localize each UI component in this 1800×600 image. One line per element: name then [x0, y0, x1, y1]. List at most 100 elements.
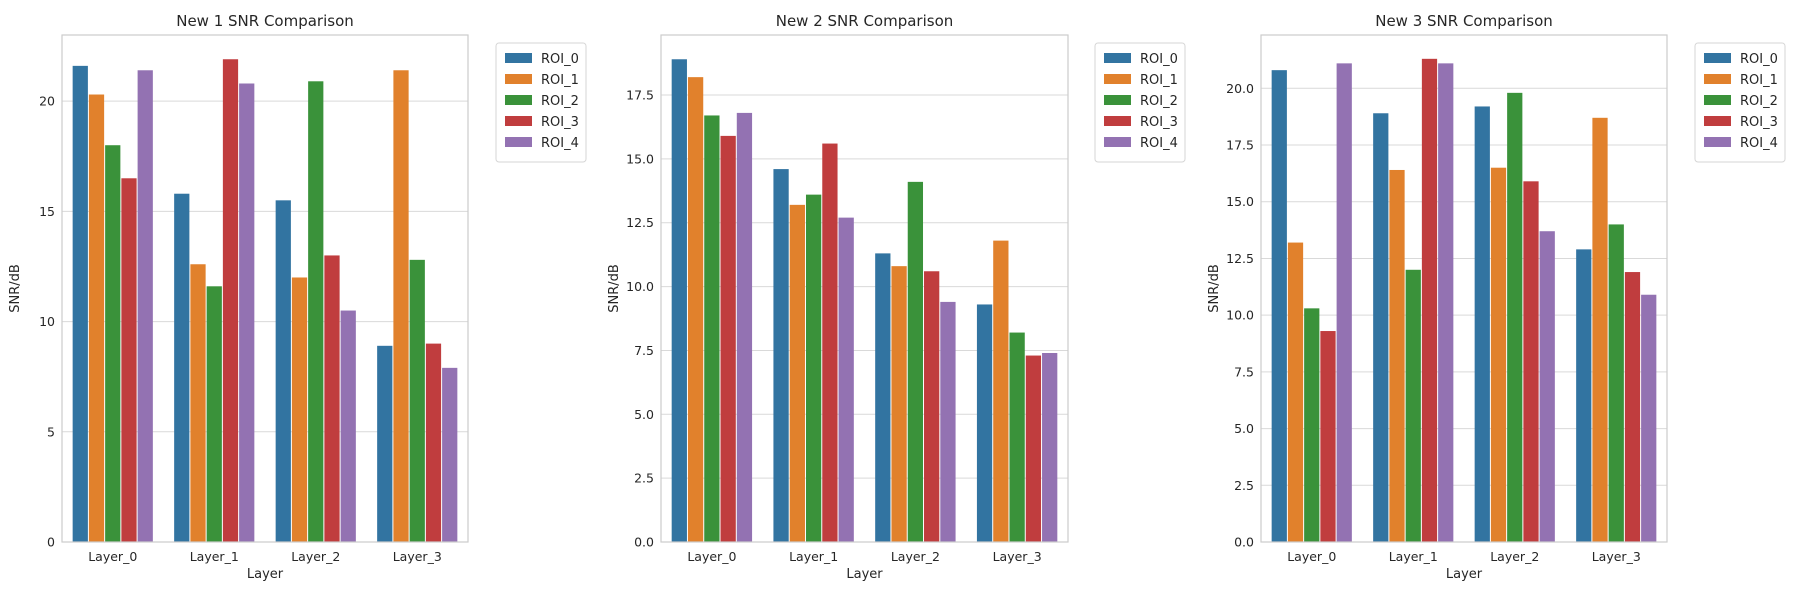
y-tick-label: 5 [47, 424, 55, 439]
legend-label: ROI_1 [1740, 73, 1778, 88]
y-tick-label: 2.5 [634, 471, 654, 486]
bar-ROI_2-Layer_2 [1507, 92, 1523, 542]
bar-ROI_1-Layer_1 [789, 204, 805, 542]
y-tick-label: 20 [39, 94, 55, 109]
x-tick-label: Layer_2 [1490, 549, 1539, 564]
x-axis-label: Layer [247, 567, 284, 582]
bar-ROI_1-Layer_3 [1592, 117, 1608, 543]
bar-ROI_0-Layer_2 [1474, 106, 1490, 543]
legend-label: ROI_0 [1140, 52, 1178, 67]
legend-swatch-ROI_1 [1104, 74, 1131, 84]
y-tick-label: 12.5 [1226, 251, 1254, 266]
y-tick-label: 5.0 [634, 407, 654, 422]
y-tick-label: 20.0 [1226, 81, 1254, 96]
legend-label: ROI_1 [1140, 73, 1178, 88]
x-tick-label: Layer_3 [993, 549, 1042, 564]
x-tick-label: Layer_2 [291, 549, 340, 564]
y-tick-label: 12.5 [626, 215, 654, 230]
bar-ROI_2-Layer_1 [206, 286, 222, 542]
legend-label: ROI_3 [541, 115, 579, 130]
legend-label: ROI_4 [541, 136, 579, 151]
x-tick-label: Layer_1 [1389, 549, 1438, 564]
plot-frame [61, 34, 469, 543]
y-axis-label: SNR/dB [1207, 264, 1222, 313]
bar-ROI_3-Layer_1 [822, 143, 838, 542]
bar-ROI_3-Layer_2 [1523, 181, 1539, 542]
bar-ROI_1-Layer_3 [993, 240, 1009, 543]
chart-panel-0: 0 5 10 15 20 Layer_0 Layer_1 Layer_2 Layer_3 Laye… [8, 12, 587, 582]
x-axis-label: Layer [1446, 567, 1483, 582]
bar-ROI_4-Layer_1 [239, 83, 255, 542]
bar-ROI_1-Layer_3 [393, 70, 409, 542]
legend-label: ROI_1 [541, 73, 579, 88]
legend-box [1694, 42, 1786, 163]
x-tick-label: Layer_1 [789, 549, 838, 564]
y-axis-label: SNR/dB [607, 264, 622, 313]
bar-ROI_0-Layer_0 [72, 65, 88, 542]
bar-ROI_2-Layer_2 [907, 181, 924, 542]
y-tick-label: 5.0 [1234, 421, 1254, 436]
legend-label: ROI_2 [1140, 94, 1178, 109]
y-tick-label: 15 [39, 204, 55, 219]
bar-ROI_1-Layer_0 [687, 77, 704, 542]
bar-ROI_4-Layer_2 [1539, 231, 1555, 542]
legend-swatch-ROI_4 [1704, 137, 1731, 147]
chart-panel-1: 0.0 2.5 5.0 7.5 10.0 12.5 15.0 17.5 Layer_0 Layer… [607, 12, 1186, 582]
bar-ROI_4-Layer_3 [1641, 294, 1657, 542]
y-tick-label: 10.0 [1226, 308, 1254, 323]
x-tick-label: Layer_0 [1287, 549, 1336, 564]
legend-swatch-ROI_4 [1104, 137, 1131, 147]
bar-ROI_1-Layer_0 [1287, 242, 1304, 542]
bar-ROI_4-Layer_1 [1438, 63, 1454, 542]
bar-ROI_4-Layer_0 [137, 70, 153, 542]
y-tick-label: 17.5 [1226, 138, 1254, 153]
bar-ROI_3-Layer_0 [1320, 331, 1336, 542]
x-tick-label: Layer_2 [891, 549, 940, 564]
bar-ROI_2-Layer_1 [805, 194, 822, 542]
legend: ROI_0 ROI_1 ROI_2 ROI_3 ROI_4 [1694, 42, 1786, 163]
legend-swatch-ROI_4 [505, 137, 532, 147]
legend-swatch-ROI_2 [1704, 95, 1731, 105]
bar-ROI_0-Layer_3 [1576, 249, 1592, 542]
legend-swatch-ROI_1 [1704, 74, 1731, 84]
bar-ROI_3-Layer_1 [1421, 58, 1438, 543]
y-tick-label: 0 [47, 535, 55, 550]
legend-label: ROI_3 [1140, 115, 1178, 130]
legend-label: ROI_0 [1740, 52, 1778, 67]
legend-swatch-ROI_1 [505, 74, 532, 84]
bar-ROI_2-Layer_2 [308, 81, 324, 542]
bar-ROI_3-Layer_2 [924, 271, 940, 542]
bar-ROI_0-Layer_0 [671, 59, 687, 542]
legend-swatch-ROI_2 [1104, 95, 1131, 105]
legend-swatch-ROI_3 [1104, 116, 1131, 126]
legend-box [495, 42, 587, 163]
y-tick-label: 0.0 [1234, 535, 1254, 550]
bar-ROI_3-Layer_1 [222, 59, 239, 542]
bar-ROI_2-Layer_3 [1009, 332, 1025, 542]
bar-ROI_3-Layer_3 [1624, 272, 1641, 542]
bar-ROI_1-Layer_1 [190, 264, 206, 542]
bar-ROI_0-Layer_1 [1373, 113, 1389, 542]
bar-ROI_0-Layer_2 [275, 200, 291, 542]
bar-ROI_1-Layer_2 [1490, 167, 1507, 542]
bar-ROI_1-Layer_1 [1389, 169, 1405, 543]
legend-swatch-ROI_0 [1104, 53, 1131, 63]
bar-ROI_2-Layer_3 [1608, 224, 1624, 542]
legend-label: ROI_3 [1740, 115, 1778, 130]
x-axis-label: Layer [846, 567, 883, 582]
legend-box [1094, 42, 1186, 163]
legend-swatch-ROI_0 [1704, 53, 1731, 63]
chart-title: New 2 SNR Comparison [776, 12, 954, 30]
bar-ROI_0-Layer_3 [377, 345, 393, 542]
bar-ROI_2-Layer_0 [105, 145, 121, 542]
bar-ROI_1-Layer_0 [88, 94, 105, 542]
bar-ROI_1-Layer_2 [291, 277, 308, 542]
bar-ROI_0-Layer_1 [174, 193, 190, 542]
bar-ROI_2-Layer_0 [1304, 308, 1320, 542]
x-tick-label: Layer_0 [687, 549, 736, 564]
legend-label: ROI_4 [1740, 136, 1778, 151]
y-axis-label: SNR/dB [8, 264, 23, 313]
bar-ROI_0-Layer_1 [773, 169, 789, 542]
y-tick-label: 2.5 [1234, 478, 1254, 493]
legend-label: ROI_4 [1140, 136, 1178, 151]
